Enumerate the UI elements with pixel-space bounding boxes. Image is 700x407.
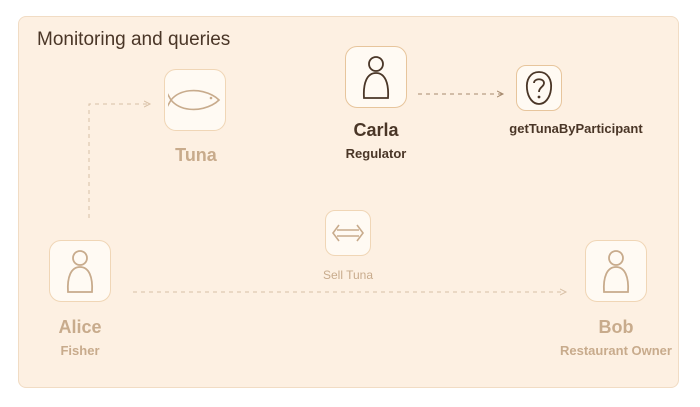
person-icon bbox=[602, 250, 630, 293]
person-icon bbox=[362, 56, 390, 99]
bob-role: Restaurant Owner bbox=[560, 343, 672, 358]
tuna-node[interactable] bbox=[164, 69, 226, 131]
person-icon bbox=[66, 250, 94, 293]
panel-title: Monitoring and queries bbox=[37, 29, 231, 50]
alice-name: Alice bbox=[58, 317, 102, 337]
alice-role: Fisher bbox=[60, 343, 100, 358]
bob-node[interactable] bbox=[585, 240, 647, 302]
tuna-label: Tuna bbox=[175, 145, 217, 165]
carla-role: Regulator bbox=[345, 146, 407, 161]
query-icon bbox=[525, 71, 553, 105]
sell-tuna-node[interactable] bbox=[325, 210, 371, 256]
carla-node[interactable] bbox=[345, 46, 407, 108]
fish-icon bbox=[168, 89, 221, 111]
carla-name: Carla bbox=[353, 120, 399, 140]
bob-name: Bob bbox=[598, 317, 634, 337]
query-node[interactable] bbox=[516, 65, 562, 111]
query-label: getTunaByParticipant bbox=[509, 121, 643, 136]
exchange-icon bbox=[332, 224, 364, 242]
sell-tuna-label: Sell Tuna bbox=[322, 268, 374, 282]
alice-node[interactable] bbox=[49, 240, 111, 302]
alice-to-tuna-connector bbox=[88, 104, 150, 218]
